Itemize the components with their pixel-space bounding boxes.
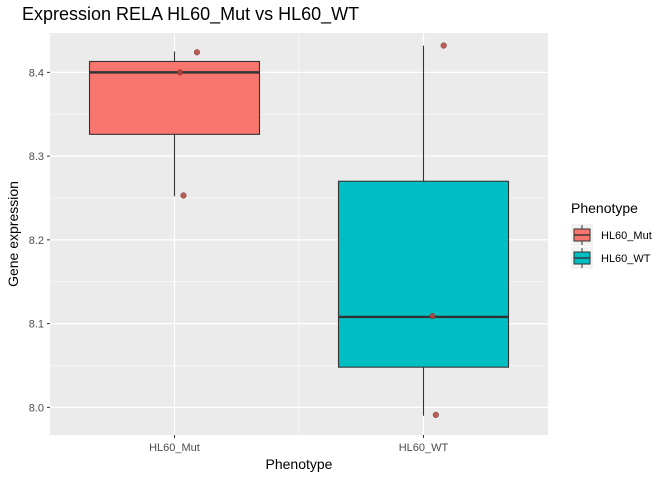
y-tick-label: 8.3	[29, 151, 44, 163]
x-tick-label: HL60_WT	[399, 442, 449, 454]
data-point	[180, 192, 187, 199]
box-iqr	[337, 180, 510, 368]
data-point	[440, 42, 447, 49]
x-axis-title: Phenotype	[266, 456, 333, 472]
legend-title: Phenotype	[571, 200, 638, 216]
legend-label: HL60_Mut	[601, 230, 652, 242]
chart-title: Expression RELA HL60_Mut vs HL60_WT	[22, 4, 359, 25]
boxes	[88, 45, 510, 416]
legend-entry-hl60-mut: HL60_Mut	[571, 224, 652, 246]
y-axis: 8.0 8.1 8.2 8.3 8.4	[29, 67, 50, 414]
box-hl60-wt	[337, 45, 510, 416]
data-point	[432, 411, 439, 418]
data-point	[177, 69, 184, 76]
y-tick-label: 8.4	[29, 67, 44, 79]
data-point	[193, 49, 200, 56]
legend-label: HL60_WT	[601, 253, 651, 265]
x-axis: HL60_Mut HL60_WT	[149, 435, 449, 454]
y-tick-label: 8.2	[29, 235, 44, 247]
legend: Phenotype HL60_Mut HL60_WT	[571, 200, 652, 269]
y-tick-label: 8.1	[29, 319, 44, 331]
box-hl60-mut	[88, 51, 261, 197]
x-tick-label: HL60_Mut	[149, 442, 200, 454]
y-axis-title: Gene expression	[5, 181, 21, 287]
data-points	[177, 42, 447, 418]
legend-entry-hl60-wt: HL60_WT	[571, 247, 651, 269]
box-iqr	[88, 60, 261, 135]
data-point	[429, 313, 436, 320]
y-tick-label: 8.0	[29, 402, 44, 414]
